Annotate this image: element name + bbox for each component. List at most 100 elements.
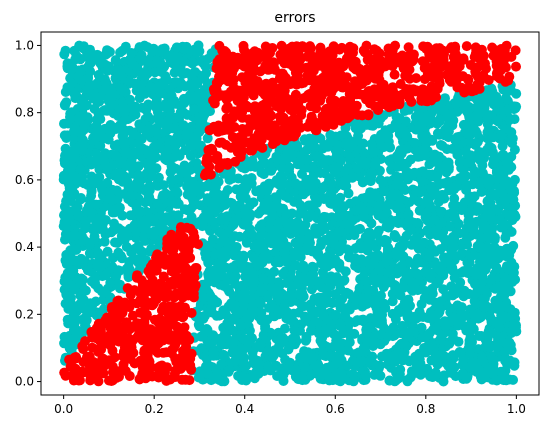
correct-point xyxy=(335,344,345,354)
correct-point xyxy=(113,174,124,185)
correct-point xyxy=(408,326,419,337)
correct-point xyxy=(469,191,480,202)
correct-point xyxy=(508,194,519,205)
correct-point xyxy=(202,180,213,191)
correct-point xyxy=(403,174,413,185)
correct-point xyxy=(408,313,419,324)
correct-point xyxy=(347,215,358,226)
correct-point xyxy=(396,338,407,349)
correct-point xyxy=(465,347,475,358)
correct-point xyxy=(91,199,102,210)
correct-point xyxy=(438,376,449,387)
correct-point xyxy=(322,261,333,272)
error-point xyxy=(315,42,326,53)
correct-point xyxy=(393,373,404,384)
correct-point xyxy=(299,362,310,373)
correct-point xyxy=(281,208,292,219)
correct-point xyxy=(433,196,444,207)
correct-point xyxy=(61,259,72,270)
correct-point xyxy=(487,223,498,234)
error-point xyxy=(458,54,469,65)
correct-point xyxy=(281,313,292,324)
correct-point xyxy=(85,177,96,188)
correct-point xyxy=(472,136,483,147)
correct-point xyxy=(235,320,246,331)
correct-point xyxy=(189,104,200,115)
correct-point xyxy=(265,223,276,234)
correct-point xyxy=(400,116,411,127)
correct-point xyxy=(196,343,207,354)
correct-point xyxy=(479,98,490,109)
correct-point xyxy=(506,226,517,237)
correct-point xyxy=(137,55,148,66)
correct-point xyxy=(401,300,412,311)
error-point xyxy=(167,344,178,355)
correct-point xyxy=(66,107,77,118)
correct-point xyxy=(193,372,204,383)
error-point xyxy=(129,358,140,369)
error-point xyxy=(122,283,133,294)
correct-point xyxy=(136,80,147,91)
error-point xyxy=(470,48,481,59)
correct-point xyxy=(475,178,486,189)
correct-point xyxy=(110,55,121,66)
correct-point xyxy=(391,152,402,163)
correct-point xyxy=(307,184,318,195)
correct-point xyxy=(488,189,499,200)
correct-point xyxy=(69,283,80,294)
correct-point xyxy=(358,271,369,282)
correct-point xyxy=(114,206,124,216)
error-point xyxy=(259,99,270,110)
correct-point xyxy=(117,116,128,127)
correct-point xyxy=(65,293,76,303)
correct-point xyxy=(86,57,97,68)
correct-point xyxy=(401,271,412,282)
correct-point xyxy=(489,204,500,215)
correct-point xyxy=(153,46,164,57)
correct-point xyxy=(244,265,255,276)
correct-point xyxy=(402,376,413,387)
error-point xyxy=(491,50,502,61)
error-point xyxy=(127,310,138,321)
correct-point xyxy=(272,154,283,165)
correct-point xyxy=(414,276,425,287)
error-point xyxy=(67,361,78,372)
correct-point xyxy=(150,67,160,78)
correct-point xyxy=(292,279,303,290)
error-point xyxy=(176,354,187,365)
correct-point xyxy=(237,162,248,173)
correct-point xyxy=(217,255,228,266)
correct-point xyxy=(154,223,165,234)
correct-point xyxy=(427,283,438,294)
correct-point xyxy=(140,197,151,208)
correct-point xyxy=(480,204,491,214)
correct-point xyxy=(406,225,417,235)
correct-point xyxy=(337,372,348,383)
correct-point xyxy=(86,186,97,197)
correct-point xyxy=(494,322,505,333)
correct-point xyxy=(80,223,90,234)
correct-point xyxy=(502,339,513,350)
correct-point xyxy=(490,283,501,294)
correct-point xyxy=(432,102,443,112)
correct-point xyxy=(127,59,138,70)
correct-point xyxy=(164,134,175,145)
correct-point xyxy=(492,342,503,352)
error-point xyxy=(239,44,249,55)
correct-point xyxy=(261,181,272,192)
correct-point xyxy=(465,266,476,277)
correct-point xyxy=(411,268,422,279)
correct-point xyxy=(337,328,348,339)
correct-point xyxy=(89,213,100,224)
correct-point xyxy=(251,186,262,197)
correct-point xyxy=(399,158,410,169)
correct-point xyxy=(161,99,172,110)
error-point xyxy=(186,308,197,318)
correct-point xyxy=(345,198,356,209)
error-point xyxy=(378,79,389,90)
correct-point xyxy=(311,307,322,318)
correct-point xyxy=(95,55,106,66)
error-point xyxy=(501,40,512,51)
correct-point xyxy=(415,369,426,380)
correct-point xyxy=(256,167,267,178)
